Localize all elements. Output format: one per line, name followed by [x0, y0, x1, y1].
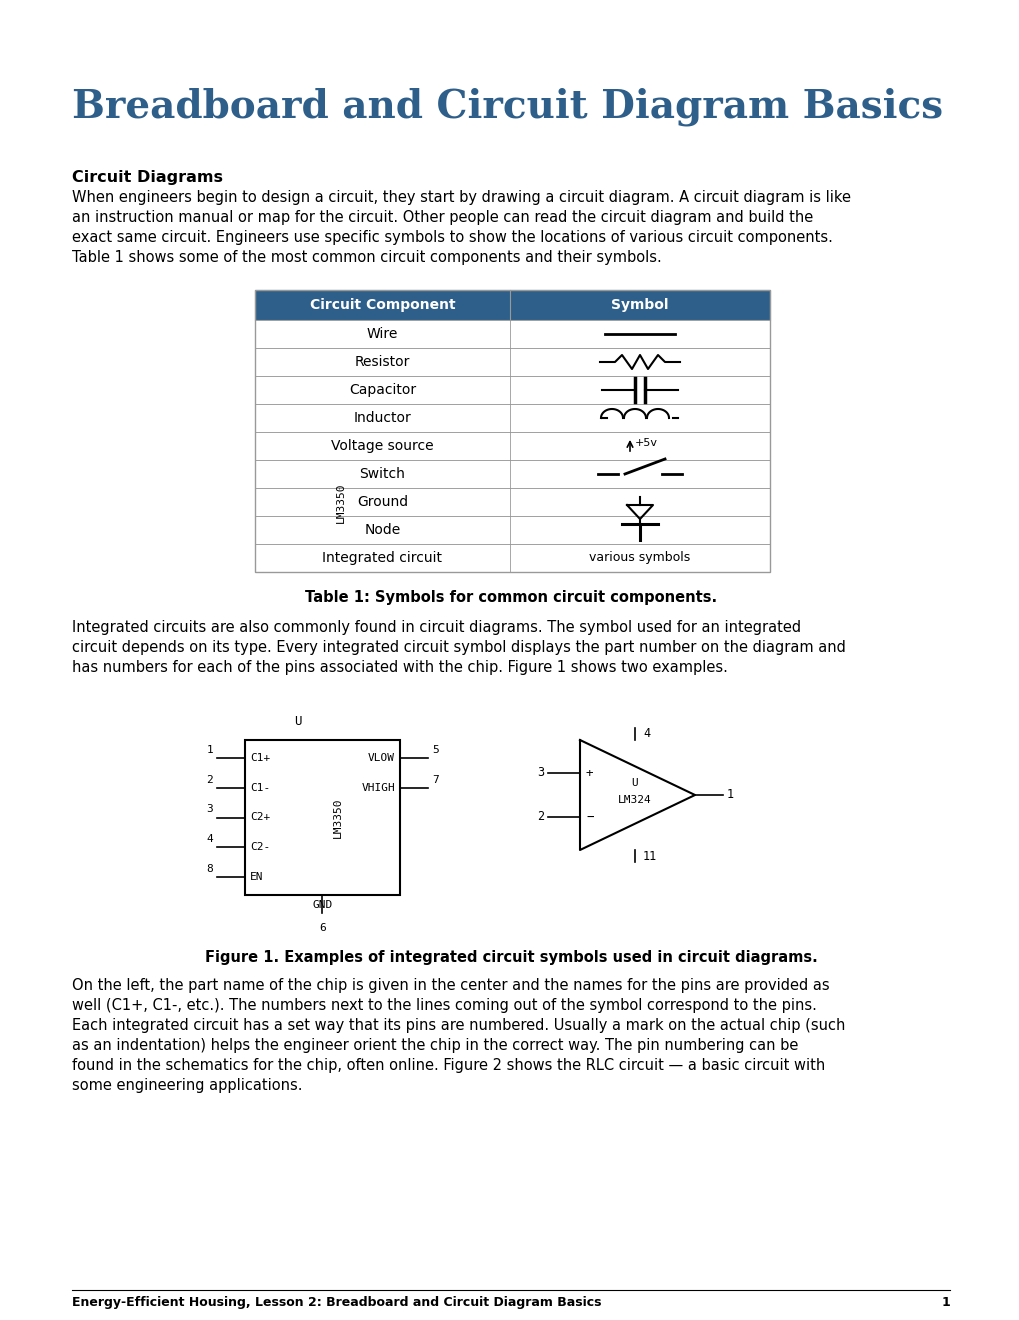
Text: +5v: +5v — [635, 438, 657, 447]
Text: Energy-Efficient Housing, Lesson 2: Breadboard and Circuit Diagram Basics: Energy-Efficient Housing, Lesson 2: Brea… — [72, 1296, 601, 1309]
Text: 1: 1 — [941, 1296, 949, 1309]
Text: Integrated circuits are also commonly found in circuit diagrams. The symbol used: Integrated circuits are also commonly fo… — [72, 620, 800, 635]
Bar — [245, 741, 399, 895]
Bar — [255, 290, 769, 319]
Text: VHIGH: VHIGH — [361, 783, 394, 793]
Text: C2-: C2- — [250, 842, 270, 853]
Text: Ground: Ground — [357, 495, 408, 510]
Text: 2: 2 — [206, 775, 213, 785]
Text: On the left, the part name of the chip is given in the center and the names for : On the left, the part name of the chip i… — [72, 978, 828, 993]
Text: VLOW: VLOW — [368, 752, 394, 763]
Bar — [255, 544, 769, 572]
Text: Table 1 shows some of the most common circuit components and their symbols.: Table 1 shows some of the most common ci… — [72, 249, 661, 265]
Bar — [255, 432, 769, 459]
Text: 8: 8 — [206, 865, 213, 874]
Text: 3: 3 — [206, 804, 213, 814]
Text: some engineering applications.: some engineering applications. — [72, 1078, 303, 1093]
Text: 5: 5 — [432, 744, 438, 755]
Text: 3: 3 — [536, 767, 543, 780]
Text: an instruction manual or map for the circuit. Other people can read the circuit : an instruction manual or map for the cir… — [72, 210, 812, 224]
Text: GND: GND — [312, 900, 332, 909]
Text: −: − — [586, 810, 593, 824]
Text: 2: 2 — [536, 810, 543, 824]
Bar — [255, 290, 769, 572]
Bar — [255, 348, 769, 376]
Text: When engineers begin to design a circuit, they start by drawing a circuit diagra: When engineers begin to design a circuit… — [72, 190, 850, 205]
Text: LM3350: LM3350 — [332, 797, 342, 838]
Text: Voltage source: Voltage source — [331, 440, 433, 453]
Text: 4: 4 — [206, 834, 213, 845]
Text: EN: EN — [250, 873, 263, 882]
Bar — [255, 459, 769, 488]
Text: has numbers for each of the pins associated with the chip. Figure 1 shows two ex: has numbers for each of the pins associa… — [72, 660, 728, 675]
Text: Switch: Switch — [360, 467, 405, 480]
Text: Table 1: Symbols for common circuit components.: Table 1: Symbols for common circuit comp… — [305, 590, 716, 605]
Bar — [255, 319, 769, 348]
Text: C2+: C2+ — [250, 813, 270, 822]
Text: 7: 7 — [432, 775, 438, 785]
Text: Circuit Diagrams: Circuit Diagrams — [72, 170, 223, 185]
Text: as an indentation) helps the engineer orient the chip in the correct way. The pi: as an indentation) helps the engineer or… — [72, 1038, 798, 1053]
Text: Inductor: Inductor — [354, 411, 411, 425]
Text: circuit depends on its type. Every integrated circuit symbol displays the part n: circuit depends on its type. Every integ… — [72, 640, 845, 655]
Text: 1: 1 — [727, 788, 734, 801]
Text: 11: 11 — [642, 850, 656, 863]
Text: U: U — [293, 715, 301, 729]
Text: Symbol: Symbol — [610, 298, 668, 312]
Text: 1: 1 — [206, 744, 213, 755]
Text: Each integrated circuit has a set way that its pins are numbered. Usually a mark: Each integrated circuit has a set way th… — [72, 1018, 845, 1034]
Bar — [255, 488, 769, 516]
Text: exact same circuit. Engineers use specific symbols to show the locations of vari: exact same circuit. Engineers use specif… — [72, 230, 833, 246]
Text: Wire: Wire — [367, 327, 397, 341]
Text: Node: Node — [364, 523, 400, 537]
Text: Integrated circuit: Integrated circuit — [322, 550, 442, 565]
Bar — [255, 516, 769, 544]
Text: Breadboard and Circuit Diagram Basics: Breadboard and Circuit Diagram Basics — [72, 88, 943, 127]
Text: C1+: C1+ — [250, 752, 270, 763]
Text: LM3350: LM3350 — [335, 482, 345, 523]
Text: well (C1+, C1-, etc.). The numbers next to the lines coming out of the symbol co: well (C1+, C1-, etc.). The numbers next … — [72, 998, 816, 1012]
Text: Resistor: Resistor — [355, 355, 410, 370]
Text: Capacitor: Capacitor — [348, 383, 416, 397]
Text: C1-: C1- — [250, 783, 270, 793]
Text: LM324: LM324 — [618, 795, 651, 805]
Text: various symbols: various symbols — [589, 552, 690, 565]
Bar — [255, 404, 769, 432]
Text: Circuit Component: Circuit Component — [310, 298, 454, 312]
Text: Figure 1. Examples of integrated circuit symbols used in circuit diagrams.: Figure 1. Examples of integrated circuit… — [205, 950, 816, 965]
Text: +: + — [586, 767, 593, 780]
Text: found in the schematics for the chip, often online. Figure 2 shows the RLC circu: found in the schematics for the chip, of… — [72, 1059, 824, 1073]
Text: 6: 6 — [319, 923, 325, 933]
Text: 4: 4 — [642, 727, 649, 741]
Text: U: U — [631, 777, 638, 788]
Bar — [255, 376, 769, 404]
